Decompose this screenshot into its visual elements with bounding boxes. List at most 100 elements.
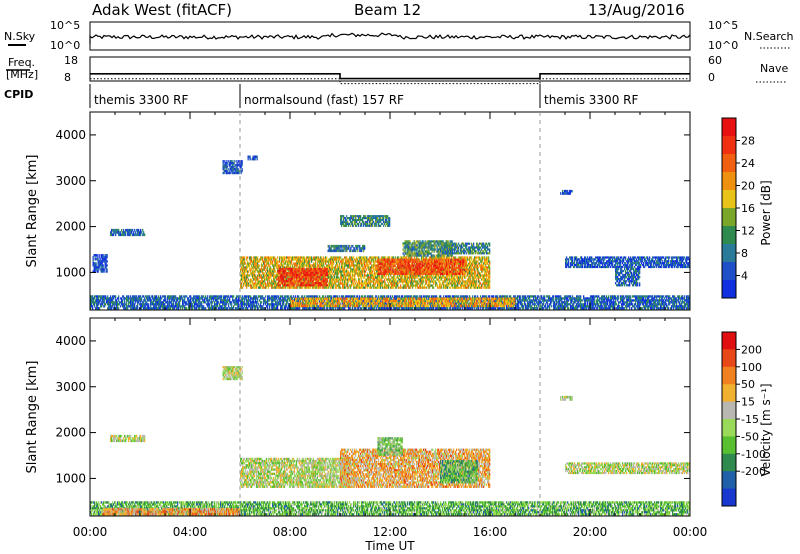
- heatmap-cell: [336, 268, 338, 271]
- heatmap-cell: [433, 244, 435, 247]
- heatmap-cell: [413, 260, 415, 263]
- heatmap-cell: [261, 280, 263, 283]
- heatmap-cell: [423, 252, 425, 255]
- heatmap-cell: [374, 268, 376, 271]
- heatmap-cell: [276, 262, 278, 265]
- heatmap-cell: [406, 260, 408, 263]
- heatmap-cell: [248, 282, 250, 285]
- heatmap-cell: [303, 264, 305, 267]
- heatmap-cell: [265, 286, 267, 289]
- heatmap-cell: [452, 258, 454, 261]
- heatmap-cell: [244, 266, 246, 269]
- heatmap-cell: [451, 258, 453, 261]
- heatmap-cell: [449, 252, 451, 255]
- heatmap-cell: [428, 284, 430, 287]
- heatmap-cell: [326, 284, 328, 287]
- heatmap-cell: [231, 164, 233, 167]
- heatmap-cell: [310, 267, 312, 271]
- heatmap-cell: [263, 272, 265, 275]
- heatmap-cell: [285, 266, 287, 269]
- heatmap-cell: [431, 262, 433, 265]
- heatmap-cell: [429, 268, 431, 271]
- heatmap-cell: [356, 268, 358, 271]
- heatmap-cell: [445, 280, 447, 283]
- heatmap-cell: [245, 274, 247, 277]
- heatmap-cell: [348, 270, 350, 273]
- heatmap-cell: [278, 280, 280, 283]
- heatmap-cell: [323, 286, 325, 289]
- heatmap-cell: [282, 286, 284, 289]
- heatmap-cell: [316, 271, 318, 275]
- heatmap-cell: [446, 286, 448, 289]
- heatmap-cell: [367, 278, 369, 281]
- heatmap-cell: [447, 240, 449, 243]
- heatmap-cell: [256, 268, 258, 271]
- heatmap-cell: [442, 262, 444, 265]
- heatmap-cell: [253, 284, 255, 287]
- heatmap-cell: [419, 264, 421, 267]
- heatmap-cell: [454, 280, 456, 283]
- heatmap-cell: [486, 272, 488, 275]
- heatmap-cell: [461, 262, 463, 265]
- heatmap-cell: [473, 268, 475, 271]
- heatmap-cell: [288, 278, 290, 281]
- heatmap-cell: [94, 254, 96, 257]
- heatmap-cell: [133, 231, 135, 234]
- heatmap-cell: [256, 266, 258, 269]
- heatmap-cell: [389, 260, 391, 263]
- heatmap-cell: [434, 242, 436, 245]
- heatmap-cell: [329, 282, 331, 285]
- heatmap-cell: [395, 268, 397, 271]
- heatmap-cell: [338, 260, 340, 263]
- heatmap-cell: [259, 272, 261, 275]
- heatmap-cell: [256, 276, 258, 279]
- heatmap-cell: [466, 252, 468, 255]
- heatmap-cell: [335, 268, 337, 271]
- heatmap-cell: [446, 282, 448, 285]
- heatmap-cell: [426, 278, 428, 281]
- heatmap-cell: [483, 282, 485, 285]
- heatmap-cell: [282, 258, 284, 261]
- heatmap-cell: [477, 242, 479, 245]
- heatmap-cell: [304, 264, 306, 267]
- heatmap-cell: [373, 264, 375, 267]
- heatmap-cell: [441, 256, 443, 259]
- heatmap-cell: [115, 228, 117, 232]
- heatmap-cell: [379, 260, 381, 263]
- heatmap-cell: [418, 286, 420, 289]
- heatmap-cell: [357, 260, 359, 263]
- heatmap-cell: [415, 274, 417, 277]
- heatmap-cell: [273, 282, 275, 285]
- heatmap-cell: [421, 244, 423, 247]
- heatmap-cell: [438, 262, 440, 265]
- heatmap-cell: [352, 256, 354, 259]
- heatmap-cell: [336, 260, 338, 263]
- heatmap-cell: [270, 268, 272, 271]
- heatmap-cell: [415, 246, 417, 249]
- heatmap-cell: [476, 264, 478, 267]
- heatmap-cell: [363, 282, 365, 285]
- heatmap-cell: [462, 276, 464, 279]
- heatmap-cell: [371, 260, 373, 263]
- heatmap-cell: [489, 262, 491, 265]
- heatmap-cell: [331, 270, 333, 273]
- heatmap-cell: [357, 286, 359, 289]
- heatmap-cell: [415, 250, 417, 253]
- heatmap-cell: [380, 266, 382, 269]
- heatmap-cell: [230, 168, 232, 171]
- heatmap-cell: [416, 272, 418, 275]
- heatmap-cell: [443, 282, 445, 285]
- heatmap-cell: [253, 274, 255, 277]
- heatmap-cell: [255, 262, 257, 265]
- heatmap-cell: [414, 274, 416, 277]
- heatmap-cell: [372, 284, 374, 287]
- heatmap-cell: [455, 246, 457, 249]
- heatmap-cell: [466, 264, 468, 267]
- heatmap-cell: [420, 280, 422, 283]
- heatmap-cell: [401, 272, 403, 275]
- heatmap-cell: [101, 262, 103, 265]
- heatmap-cell: [401, 286, 403, 289]
- heatmap-cell: [476, 262, 478, 265]
- heatmap-cell: [404, 268, 406, 271]
- heatmap-cell: [240, 164, 242, 167]
